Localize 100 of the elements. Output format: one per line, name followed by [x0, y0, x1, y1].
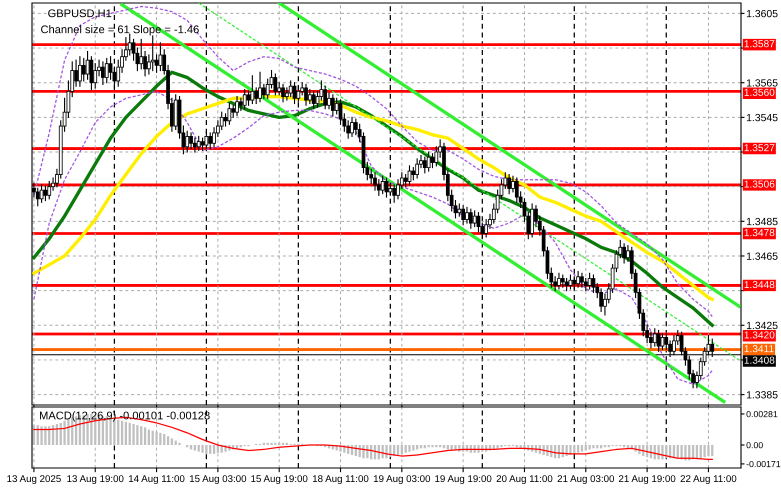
candlestick — [308, 89, 312, 104]
y-tick-label: 1.3605 — [746, 10, 778, 18]
bar — [266, 442, 269, 446]
candlestick — [158, 42, 162, 72]
y-tick-label: 1.3485 — [746, 218, 778, 226]
bar — [688, 445, 690, 460]
candlestick — [246, 90, 250, 106]
bar — [382, 445, 384, 458]
candlestick — [312, 90, 316, 110]
bar — [400, 445, 403, 454]
candlestick — [564, 278, 568, 292]
candlestick — [262, 84, 266, 99]
x-tick-label: 15 Aug 19:00 — [251, 475, 308, 484]
candlestick — [330, 94, 335, 116]
x-tick-label: 13 Aug 2025 — [7, 475, 61, 484]
bar — [496, 445, 499, 448]
candlestick — [411, 167, 416, 180]
bar — [148, 430, 150, 446]
candlestick — [560, 274, 565, 288]
bar — [198, 445, 200, 452]
bar — [117, 420, 120, 446]
candlestick — [426, 151, 431, 172]
bar — [576, 445, 580, 453]
candlestick — [408, 165, 412, 186]
candlestick — [557, 272, 561, 290]
bar — [262, 442, 266, 446]
candlestick — [350, 116, 354, 137]
candlestick — [200, 138, 204, 151]
x-tick-label: 15 Aug 03:00 — [190, 475, 246, 484]
candlestick — [47, 180, 52, 200]
candlestick — [472, 210, 477, 228]
ref-line-label: 1.3478 — [744, 229, 774, 236]
candlestick — [242, 89, 247, 110]
bar — [124, 422, 128, 446]
bar — [711, 445, 714, 456]
candlestick — [656, 330, 660, 352]
candlestick — [288, 80, 293, 98]
bar — [174, 440, 177, 446]
candlestick — [507, 174, 512, 194]
candlestick — [150, 35, 155, 72]
candlestick — [208, 132, 212, 150]
bar — [274, 442, 277, 446]
candlestick — [44, 186, 48, 202]
x-tick-label: 21 Aug 19:00 — [618, 475, 676, 484]
bar — [596, 445, 598, 448]
candlestick — [461, 205, 466, 226]
candlestick — [380, 176, 385, 194]
ref-line-label: 1.3506 — [744, 180, 774, 188]
bar — [60, 422, 62, 446]
y-tick-label: 1.3385 — [746, 391, 778, 398]
candlestick — [227, 102, 232, 125]
bar — [136, 425, 139, 446]
candlestick — [189, 132, 193, 150]
y-tick-label: 1.3425 — [746, 322, 778, 330]
bar — [170, 438, 174, 446]
bar — [194, 445, 196, 451]
bar — [159, 432, 162, 446]
candlestick — [185, 130, 190, 153]
candlestick — [588, 272, 592, 290]
bar — [366, 445, 368, 458]
candlestick — [580, 272, 584, 288]
x-tick-label: 20 Aug 11:00 — [496, 475, 552, 484]
candlestick — [78, 56, 82, 87]
bar — [565, 445, 568, 456]
candlestick — [468, 208, 473, 229]
candlestick — [576, 271, 580, 288]
bar — [646, 445, 648, 458]
candlestick — [254, 87, 258, 104]
candlestick — [457, 203, 462, 217]
ref-line-label: 1.3560 — [744, 88, 774, 96]
bar — [657, 445, 660, 460]
candlestick — [273, 73, 278, 96]
x-tick-label: 13 Aug 19:00 — [67, 475, 124, 484]
ref-line-label: 1.3411 — [744, 345, 774, 352]
candlestick — [101, 61, 105, 85]
y-tick-label: 1.3465 — [746, 252, 778, 260]
chart-title: MACD(12,26,9) -0.00101 -0.00128 — [40, 411, 210, 422]
y-tick-label: -0.00171 — [746, 460, 780, 468]
candlestick — [82, 58, 86, 82]
candlestick — [568, 274, 572, 290]
candlestick — [40, 184, 44, 203]
bar — [278, 442, 280, 446]
bar — [588, 445, 591, 450]
bar — [700, 445, 702, 458]
candlestick — [281, 84, 285, 102]
bar — [676, 445, 679, 458]
y-tick-label: 1.3565 — [746, 79, 778, 87]
candlestick — [652, 328, 657, 347]
y-tick-label: 0.00 — [746, 442, 763, 448]
bar — [600, 445, 602, 448]
bar — [584, 445, 587, 451]
candlestick — [422, 156, 427, 174]
x-tick-label: 19 Aug 03:00 — [374, 475, 430, 484]
candlestick — [392, 184, 396, 203]
bar — [412, 445, 414, 451]
bar — [393, 445, 396, 456]
bar — [286, 442, 288, 446]
bar — [404, 445, 407, 453]
bar — [424, 445, 426, 448]
ref-line-label: 1.3587 — [744, 40, 774, 48]
